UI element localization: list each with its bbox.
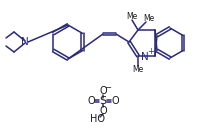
Text: −: −	[104, 83, 111, 92]
Text: HO: HO	[91, 114, 106, 124]
Text: Me: Me	[132, 66, 144, 75]
Text: O: O	[87, 96, 95, 106]
Text: Me: Me	[143, 14, 155, 23]
Text: S: S	[100, 96, 107, 106]
Text: O: O	[111, 96, 119, 106]
Text: O: O	[99, 106, 107, 116]
Text: Me: Me	[126, 12, 138, 21]
Text: +: +	[148, 47, 155, 55]
Text: N: N	[141, 52, 149, 62]
Text: O: O	[99, 86, 107, 96]
Text: N: N	[21, 37, 29, 47]
